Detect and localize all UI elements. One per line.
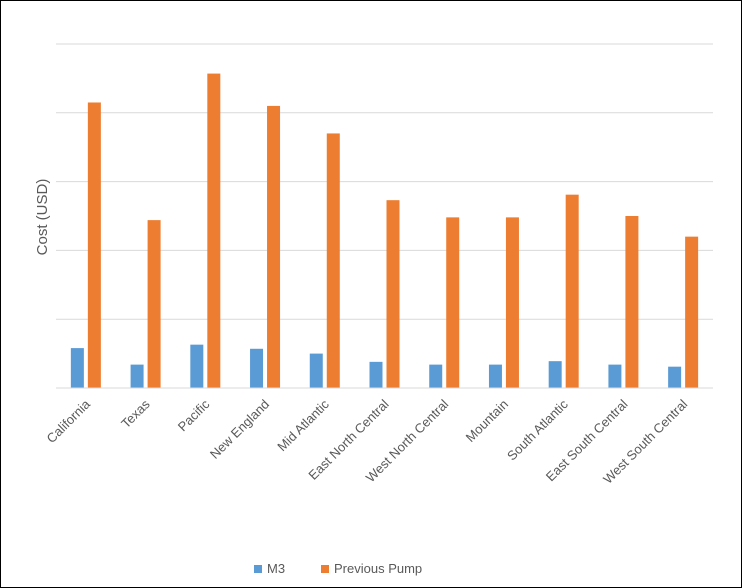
bar-m3-4 [309,353,323,388]
legend: M3 Previous Pump [254,561,422,576]
bar-m3-2 [190,344,204,388]
legend-label-previous-pump: Previous Pump [334,561,422,576]
bar-m3-8 [548,361,562,388]
bar-previous-pump-0 [87,102,101,388]
x-tick-label-8: South Atlantic [504,396,571,463]
bar-previous-pump-9 [625,216,639,388]
x-tick-label-1: Texas [118,396,153,431]
bar-previous-pump-5 [386,200,400,388]
bars [70,73,699,389]
bar-m3-6 [429,364,443,388]
bar-previous-pump-3 [267,105,281,389]
bar-previous-pump-10 [685,236,699,388]
bar-previous-pump-2 [207,73,221,389]
bar-m3-9 [608,364,622,388]
bar-previous-pump-1 [147,220,161,388]
legend-swatch-m3 [254,565,262,573]
bar-m3-7 [488,364,502,388]
bar-m3-3 [250,348,264,388]
legend-label-m3: M3 [267,561,285,576]
bar-m3-1 [130,364,144,388]
bar-m3-5 [369,361,383,388]
bar-previous-pump-8 [565,194,579,388]
bar-previous-pump-7 [505,217,519,388]
x-tick-label-2: Pacific [175,396,213,434]
gridlines [56,43,713,320]
bar-previous-pump-4 [326,133,340,388]
bar-previous-pump-6 [446,217,460,388]
x-tick-label-4: Mid Atlantic [274,396,332,454]
x-tick-label-0: California [44,396,94,446]
bar-m3-10 [668,366,682,388]
legend-swatch-previous-pump [321,565,329,573]
x-tick-label-3: New England [207,397,272,462]
y-axis-title: Cost (USD) [34,179,51,256]
x-tick-label-7: Mountain [463,397,511,445]
bar-m3-0 [70,348,84,388]
